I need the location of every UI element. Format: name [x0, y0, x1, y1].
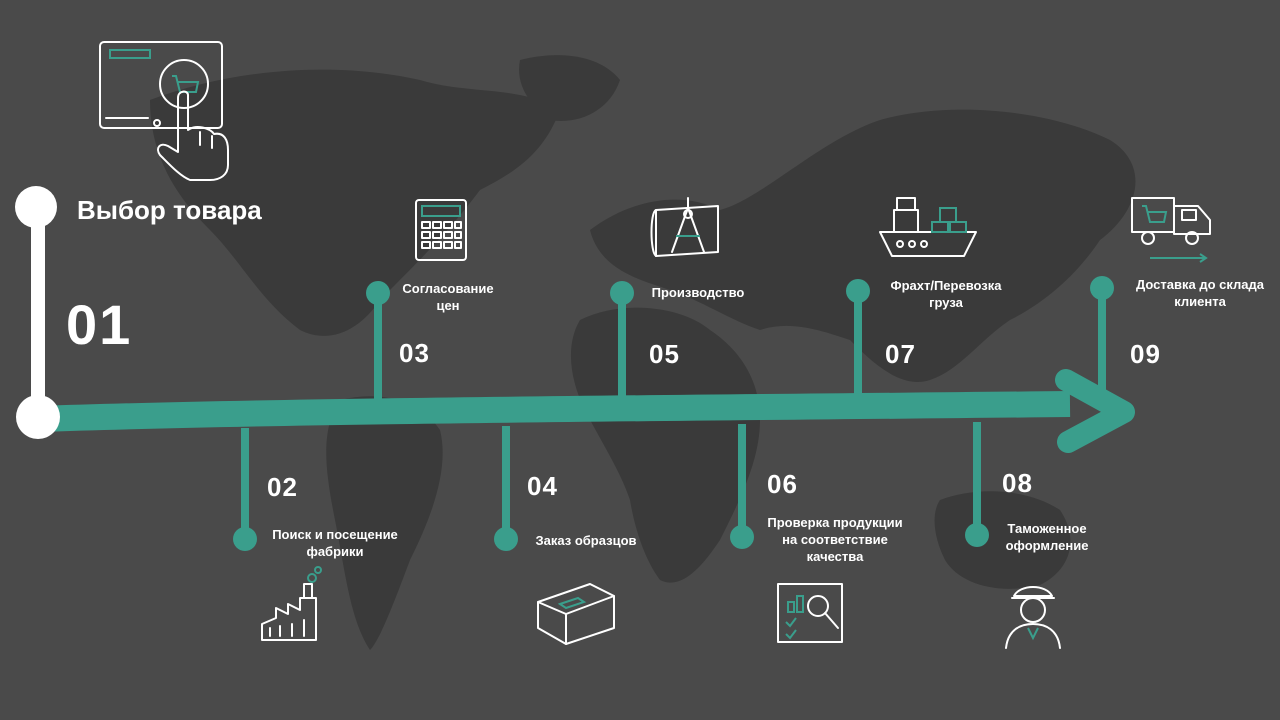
- step-label-07: Фрахт/Перевозка груза: [878, 277, 1014, 311]
- step-label-02-line-1: Поиск и посещение: [272, 527, 398, 542]
- start-marker: [15, 186, 60, 439]
- step-number-03: 03: [399, 338, 430, 368]
- step-number-08: 08: [1002, 468, 1033, 498]
- world-map-background: [150, 55, 1136, 650]
- step-label-08: Таможенное оформление: [994, 520, 1100, 554]
- step-dot-05: [610, 281, 634, 305]
- step-dot-04: [494, 527, 518, 551]
- step-label-09: Доставка до склада клиента: [1122, 276, 1278, 310]
- customs-officer-icon: [1005, 586, 1061, 649]
- step-label-07-line-2: груза: [929, 295, 963, 310]
- timeline-arrow: [37, 369, 1135, 453]
- step-label-05: Производство: [643, 284, 753, 301]
- step-dot-07: [846, 279, 870, 303]
- step-label-06: Проверка продукции на соответствие качес…: [756, 514, 914, 565]
- step-label-09-line-1: Доставка до склада: [1135, 277, 1265, 292]
- step-label-08-line-2: оформление: [1005, 538, 1089, 553]
- step-number-04: 04: [527, 471, 558, 501]
- step-dots: [233, 276, 1114, 551]
- step-number-07: 07: [885, 339, 916, 369]
- step-stems: [241, 288, 1106, 538]
- cargo-ship-icon: [879, 197, 977, 257]
- touchscreen-cart-icon: [99, 41, 229, 181]
- step-dot-09: [1090, 276, 1114, 300]
- factory-icon: [261, 566, 322, 641]
- step-dot-06: [730, 525, 754, 549]
- step-dot-02: [233, 527, 257, 551]
- step-label-06-line-3: качества: [806, 549, 864, 564]
- step-label-04-line-1: Заказ образцов: [535, 533, 637, 548]
- blueprint-compass-icon: [650, 197, 719, 257]
- step-number-02: 02: [267, 472, 298, 502]
- step-number-06: 06: [767, 469, 798, 499]
- delivery-truck-icon: [1131, 197, 1211, 263]
- step-label-03: Согласование цен: [392, 280, 504, 314]
- step-number-05: 05: [649, 339, 680, 369]
- step-label-02: Поиск и посещение фабрики: [262, 526, 408, 560]
- step-label-03-line-2: цен: [436, 298, 460, 313]
- step-number-09: 09: [1130, 339, 1161, 369]
- step-dot-03: [366, 281, 390, 305]
- step-dot-08: [965, 523, 989, 547]
- step-label-02-line-2: фабрики: [306, 544, 364, 559]
- step-label-05-line-1: Производство: [651, 285, 745, 300]
- step-label-09-line-2: клиента: [1174, 294, 1226, 309]
- step-label-03-line-1: Согласование: [402, 281, 494, 296]
- step-label-06-line-2: на соответствие: [782, 532, 888, 547]
- box-icon: [537, 583, 615, 645]
- step-label-07-line-1: Фрахт/Перевозка: [890, 278, 1002, 293]
- start-title: Выбор товара: [77, 195, 262, 225]
- start-number: 01: [66, 293, 133, 356]
- step-label-08-line-1: Таможенное: [1007, 521, 1087, 536]
- magnifier-report-icon: [777, 583, 843, 643]
- calculator-icon: [415, 199, 467, 261]
- step-label-06-line-1: Проверка продукции: [767, 515, 903, 530]
- step-label-04: Заказ образцов: [526, 532, 646, 549]
